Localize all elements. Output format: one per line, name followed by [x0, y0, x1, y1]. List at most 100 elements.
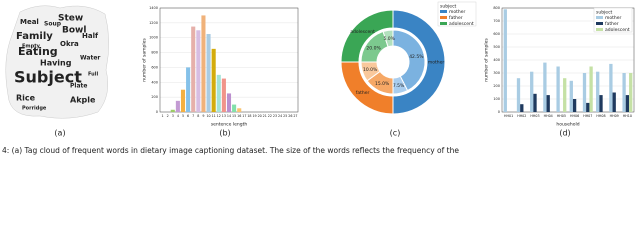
- legend-label: mother: [605, 15, 622, 21]
- bar: [599, 95, 603, 112]
- bar: [556, 66, 560, 112]
- y-tick-label: 300: [493, 71, 500, 75]
- x-tick-label: 3: [172, 114, 174, 118]
- cloud-word: Akple: [70, 96, 96, 105]
- cloud-word: Full: [88, 72, 98, 78]
- cloud-word: Porridge: [22, 106, 47, 112]
- cloud-word: Meal: [20, 18, 39, 26]
- legend-swatch: [596, 16, 603, 19]
- x-tick-label: HH05: [557, 114, 566, 118]
- x-tick-label: 2: [167, 114, 169, 118]
- x-tick-label: HH07: [583, 114, 592, 118]
- inner-wedge: [392, 29, 426, 92]
- inner-wedge-label: 15.0%: [375, 81, 390, 87]
- y-tick-label: 600: [151, 65, 158, 69]
- bar: [503, 9, 507, 112]
- bar: [609, 63, 613, 112]
- x-tick-label: 14: [227, 114, 231, 118]
- bar: [563, 78, 567, 112]
- legend-title: subject: [596, 10, 613, 16]
- bar: [572, 99, 577, 112]
- y-tick-label: 700: [493, 19, 500, 23]
- bar: [612, 92, 616, 112]
- cloud-word: Stew: [58, 14, 83, 24]
- x-tick-label: HH01: [504, 114, 513, 118]
- y-tick-label: 1400: [149, 6, 158, 10]
- x-tick-label: 20: [258, 114, 262, 118]
- bar: [586, 102, 590, 112]
- cloud-word: Soup: [44, 21, 62, 28]
- y-axis-label: number of samples: [142, 38, 148, 82]
- x-tick-label: 13: [222, 114, 226, 118]
- bar: [530, 71, 534, 112]
- x-tick-label: 7: [192, 114, 194, 118]
- x-tick-label: 10: [206, 114, 210, 118]
- legend-label: adolescent: [449, 21, 474, 27]
- x-tick-label: 9: [202, 114, 204, 118]
- bar: [543, 62, 547, 112]
- y-tick-label: 600: [493, 32, 500, 36]
- x-tick-label: 11: [212, 114, 216, 118]
- x-tick-label: HH04: [544, 114, 553, 118]
- bar: [237, 108, 242, 112]
- cloud-word: Having: [40, 59, 72, 68]
- legend-label: adolescent: [605, 27, 630, 33]
- bar: [582, 73, 587, 112]
- plot-frame: [501, 7, 635, 113]
- x-tick-label: 24: [278, 114, 282, 118]
- cloud-word: Half: [82, 32, 99, 40]
- y-tick-label: 1000: [149, 36, 158, 40]
- legend-swatch: [596, 22, 603, 25]
- y-tick-label: 800: [151, 51, 158, 55]
- outer-wedge: [392, 9, 446, 115]
- x-tick-label: 27: [293, 114, 297, 118]
- inner-wedge-label: 10.0%: [363, 67, 378, 73]
- x-tick-label: 18: [247, 114, 251, 118]
- x-tick-label: HH02: [517, 114, 526, 118]
- cloud-word: Family: [16, 31, 53, 42]
- bar: [226, 93, 232, 112]
- outer-wedge-label: adolescent: [350, 29, 375, 35]
- cloud-word: Plate: [70, 83, 87, 90]
- figure: (a) (b) (c) (d) 4: (a) Tag cloud of freq…: [2, 1, 635, 155]
- bar: [533, 93, 537, 112]
- x-tick-label: HH09: [610, 114, 619, 118]
- x-tick-label: 6: [187, 114, 189, 118]
- bar: [546, 95, 550, 112]
- x-tick-label: 23: [273, 114, 277, 118]
- y-tick-label: 0: [156, 110, 158, 114]
- legend-label: father: [605, 21, 619, 27]
- y-tick-label: 500: [493, 45, 500, 49]
- legend-title: subject: [440, 4, 457, 10]
- inner-wedge-label: 20.0%: [366, 45, 381, 51]
- cloud-word: Empty: [22, 44, 41, 50]
- bar: [629, 73, 633, 112]
- legend-swatch: [440, 16, 447, 19]
- x-tick-label: HH06: [570, 114, 579, 118]
- bar: [191, 26, 196, 113]
- cloud-word: Subject: [14, 68, 82, 87]
- inner-wedge-label: 7.5%: [393, 83, 405, 89]
- bar: [201, 15, 206, 112]
- x-tick-label: 21: [263, 114, 267, 118]
- legend-swatch: [440, 10, 447, 13]
- y-tick-label: 800: [493, 6, 500, 10]
- bar: [589, 66, 593, 112]
- y-tick-label: 400: [151, 80, 158, 84]
- x-tick-label: 12: [217, 114, 221, 118]
- subcaption: (b): [219, 129, 230, 138]
- bar: [170, 109, 175, 112]
- bar: [186, 67, 191, 112]
- bar: [622, 73, 626, 112]
- bar: [520, 104, 524, 112]
- subcaption: (c): [390, 129, 401, 138]
- legend-label: father: [449, 15, 463, 21]
- y-tick-label: 100: [493, 97, 500, 101]
- bar: [175, 100, 180, 112]
- bar: [625, 95, 630, 112]
- x-tick-label: 16: [237, 114, 241, 118]
- bar: [596, 71, 600, 112]
- legend-swatch: [440, 22, 447, 25]
- outer-wedge: [340, 9, 394, 63]
- cloud-word: Okra: [60, 40, 79, 48]
